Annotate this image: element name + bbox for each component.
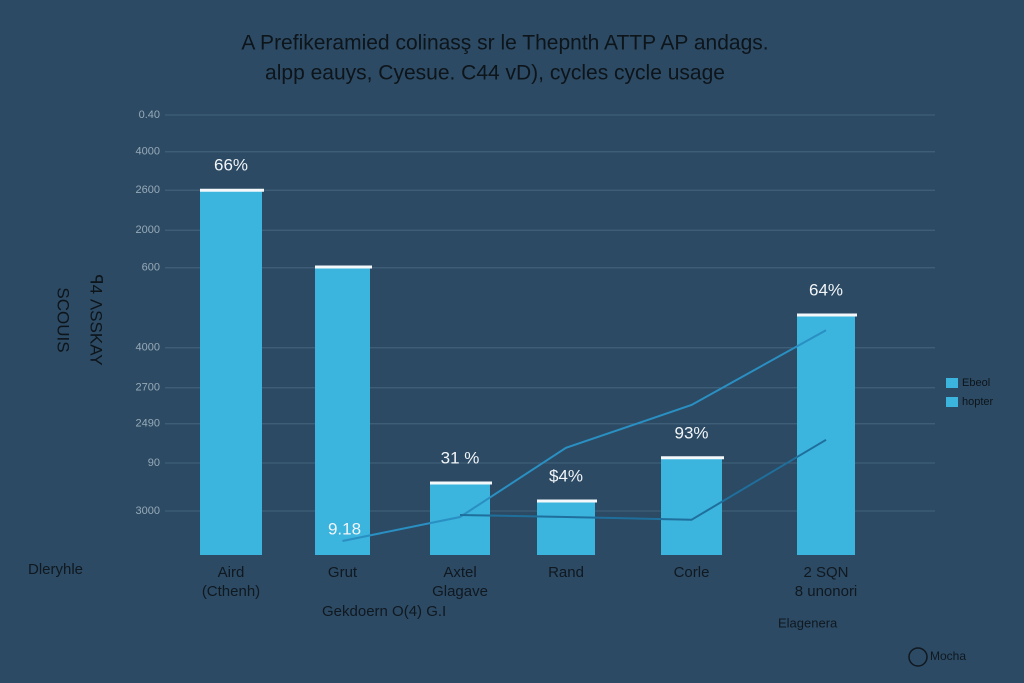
x-tick-sublabel: 8 unonori <box>795 583 858 600</box>
y-tick-label: 4000 <box>136 342 160 354</box>
y-tick-label: 3000 <box>136 505 160 517</box>
legend-swatch <box>946 397 958 407</box>
bar-label: 93% <box>674 423 708 442</box>
x-tick-label: Axtel <box>443 564 476 581</box>
y-tick-label: 90 <box>148 457 160 469</box>
bar-label: $4% <box>549 466 583 485</box>
y-axis-label: ꟼ4 ΛSSKAY <box>87 274 106 365</box>
y-tick-label: 4000 <box>136 146 160 158</box>
line-series <box>459 438 827 521</box>
bar-label: 9.18 <box>328 519 361 538</box>
y-tick-label: 2600 <box>136 184 160 196</box>
logo: Mocha <box>930 649 966 663</box>
y-tick-label: 0.40 <box>139 109 160 121</box>
y-tick-label: 600 <box>142 262 160 274</box>
bar <box>537 501 595 555</box>
y-tick-label: 2490 <box>136 418 160 430</box>
chart-title: A Prefikeramied colinasş sr le Thepnth A… <box>241 32 768 55</box>
footer-label: Elagenera <box>778 615 838 630</box>
line-series <box>342 329 827 542</box>
footer-label: Gekdoern O(4) G.I <box>322 603 446 620</box>
y-tick-label: 2700 <box>136 382 160 394</box>
legend-swatch <box>946 378 958 388</box>
bar-label: 31 % <box>441 448 480 467</box>
legend-label: Ebeol <box>962 377 990 389</box>
x-tick-sublabel: Glagave <box>432 583 488 600</box>
bar-label: 66% <box>214 156 248 175</box>
x-tick-label: 2 SQN <box>803 564 848 581</box>
logo-icon <box>908 647 928 667</box>
corner-label: Dleryhle <box>28 561 83 578</box>
y-tick-label: 2000 <box>136 224 160 236</box>
bar <box>200 190 262 555</box>
x-tick-label: Corle <box>674 564 710 581</box>
bar <box>661 457 722 555</box>
x-tick-label: Rand <box>548 564 584 581</box>
x-tick-label: Aird <box>218 564 245 581</box>
x-tick-label: Grut <box>328 564 358 581</box>
bar <box>430 483 490 555</box>
legend-label: hopter <box>962 396 994 408</box>
bar <box>797 315 855 555</box>
y-axis-label: SCOUIS <box>54 287 73 352</box>
bar <box>315 267 370 555</box>
x-tick-sublabel: (Cthenh) <box>202 583 260 600</box>
bar-label: 64% <box>809 280 843 299</box>
chart-subtitle: alpp eauys, Cyesue. C44 vD), cycles cycl… <box>265 62 725 85</box>
